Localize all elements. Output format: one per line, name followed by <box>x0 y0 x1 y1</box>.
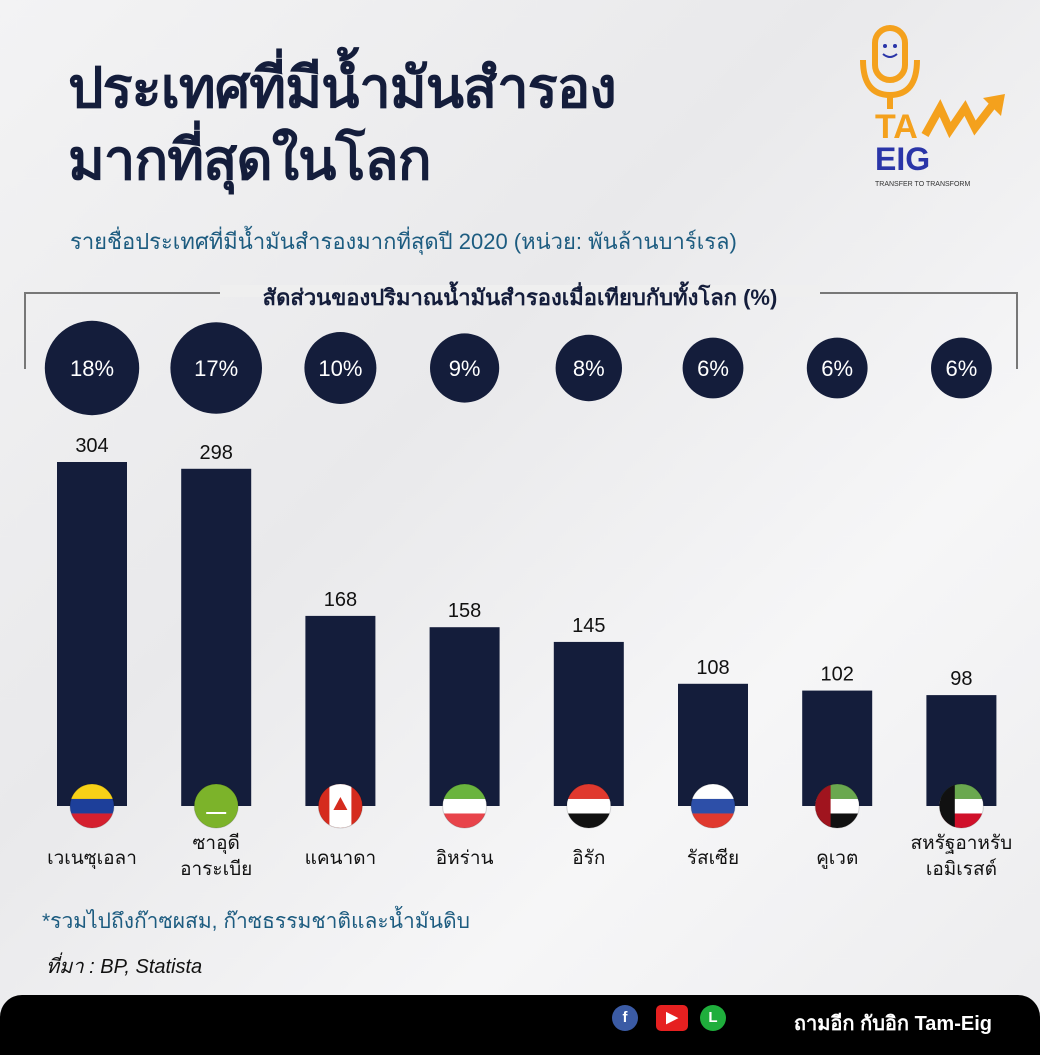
share-label: 6% <box>946 356 978 381</box>
footer-text: ถามอีก กับอิก Tam-Eig <box>793 1013 992 1035</box>
bar <box>553 641 624 806</box>
value-label: 168 <box>324 589 357 611</box>
venezuela-flag-icon <box>70 784 114 828</box>
tam-eig-logo: TA EIG TRANSFER TO TRANSFORM <box>855 20 1015 190</box>
category-label: คูเวต <box>816 848 858 869</box>
value-label: 98 <box>950 668 972 690</box>
share-label: 18% <box>70 356 114 381</box>
category-label: แคนาดา <box>305 848 377 869</box>
category-label: รัสเซีย <box>687 847 739 869</box>
value-label: 108 <box>696 657 729 679</box>
share-circle <box>931 337 992 399</box>
facebook-icon[interactable]: f <box>612 1005 638 1031</box>
share-circle <box>304 332 377 404</box>
russia-flag-icon <box>691 784 735 828</box>
value-label: 158 <box>448 600 481 622</box>
kuwait-flag-icon <box>939 784 984 828</box>
line-icon[interactable]: L <box>700 1005 726 1031</box>
bar <box>181 468 252 806</box>
value-label: 304 <box>75 435 108 457</box>
share-circle <box>555 334 622 402</box>
category-label: อาระเบีย <box>180 858 252 880</box>
category-label: อิหร่าน <box>436 848 494 869</box>
value-label: 102 <box>821 664 854 686</box>
bar <box>305 615 376 806</box>
svg-text:TRANSFER TO TRANSFORM: TRANSFER TO TRANSFORM <box>875 181 970 188</box>
share-label: 6% <box>697 356 729 381</box>
title-line-2: มากที่สุดในโลก <box>68 128 432 191</box>
page-title: ประเทศที่มีน้ำมันสำรอง มากที่สุดในโลก <box>68 52 617 196</box>
share-circle <box>430 333 500 403</box>
uae-flag-icon <box>815 784 860 828</box>
source: ที่มา : BP, Statista <box>46 956 203 978</box>
title-line-1: ประเทศที่มีน้ำมันสำรอง <box>68 56 617 119</box>
category-label: สหรัฐอาหรับ <box>911 833 1013 854</box>
share-circle <box>806 337 868 399</box>
share-circle <box>170 322 262 414</box>
svg-text:TA: TA <box>875 108 918 146</box>
category-label: เวเนซุเอลา <box>47 848 137 870</box>
canada-flag-icon <box>318 784 363 828</box>
value-label: 145 <box>572 615 605 637</box>
iran-flag-icon <box>442 784 487 828</box>
chart-subtitle: รายชื่อประเทศที่มีน้ำมันสำรองมากที่สุดปี… <box>70 229 737 254</box>
bar-chart: 18% 304 เวเนซุเอลา 17% 298 ซาอุดีอาระเบีย 10% 1… <box>44 320 1013 880</box>
category-label: อิรัก <box>572 848 605 869</box>
iraq-flag-icon <box>566 784 611 828</box>
footnote: *รวมไปถึงก๊าซผสม, ก๊าซธรรมชาติและน้ำมันด… <box>42 910 470 933</box>
svg-text:EIG: EIG <box>875 141 930 177</box>
bar <box>429 627 500 806</box>
share-label: 6% <box>821 356 853 381</box>
share-label: 17% <box>194 356 238 381</box>
value-label: 298 <box>200 442 233 464</box>
category-label: ซาอุดี <box>193 832 240 855</box>
youtube-icon[interactable]: ▶ <box>656 1005 688 1031</box>
share-label: 10% <box>318 356 362 381</box>
share-title: สัดส่วนของปริมาณน้ำมันสำรองเมื่อเทียบกับ… <box>262 285 778 310</box>
bar <box>57 462 127 806</box>
share-circle <box>682 337 744 399</box>
share-label: 9% <box>449 356 481 381</box>
category-label: เอมิเรสต์ <box>926 858 997 880</box>
bracket-gap <box>220 285 820 297</box>
share-circle <box>44 320 140 416</box>
share-label: 8% <box>573 356 605 381</box>
saudi-arabia-flag-icon <box>194 784 239 828</box>
